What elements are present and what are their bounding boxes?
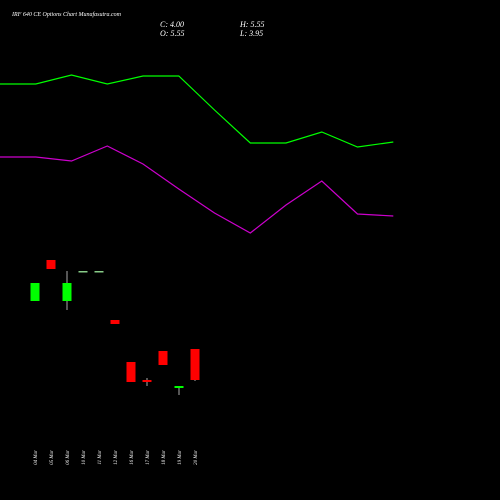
low-label: L: 3.95 <box>239 29 263 38</box>
x-tick-label: 12 Mar <box>114 450 119 465</box>
candle-body <box>46 260 56 269</box>
x-tick-label: 19 Mar <box>178 450 183 465</box>
chart-title: IRF 640 CE Options Chart Munafasutra.com <box>11 11 122 18</box>
x-tick-label: 20 Mar <box>194 450 199 465</box>
x-tick-label: 06 Mar <box>66 450 71 465</box>
candle-body <box>174 386 184 388</box>
average-line <box>0 74 394 148</box>
candle-body <box>78 271 88 273</box>
candle-body <box>30 283 40 301</box>
candle-body <box>190 349 200 380</box>
average-line <box>0 145 394 234</box>
x-tick-label: 16 Mar <box>130 450 135 465</box>
candle-body <box>126 362 136 382</box>
high-label: H: 5.55 <box>239 20 264 29</box>
x-tick-label: 04 Mar <box>34 450 39 465</box>
x-tick-label: 05 Mar <box>50 450 55 465</box>
candle-body <box>158 351 168 365</box>
candle-body <box>62 283 72 301</box>
x-tick-label: 10 Mar <box>82 450 87 465</box>
x-tick-label: 18 Mar <box>162 450 167 465</box>
x-tick-label: 11 Mar <box>98 450 103 465</box>
candle-body <box>142 380 152 382</box>
open-label: O: 5.55 <box>160 29 184 38</box>
candle-body <box>110 320 120 324</box>
candle-body <box>94 271 104 273</box>
close-label: C: 4.00 <box>160 20 184 29</box>
x-tick-label: 17 Mar <box>146 450 151 465</box>
